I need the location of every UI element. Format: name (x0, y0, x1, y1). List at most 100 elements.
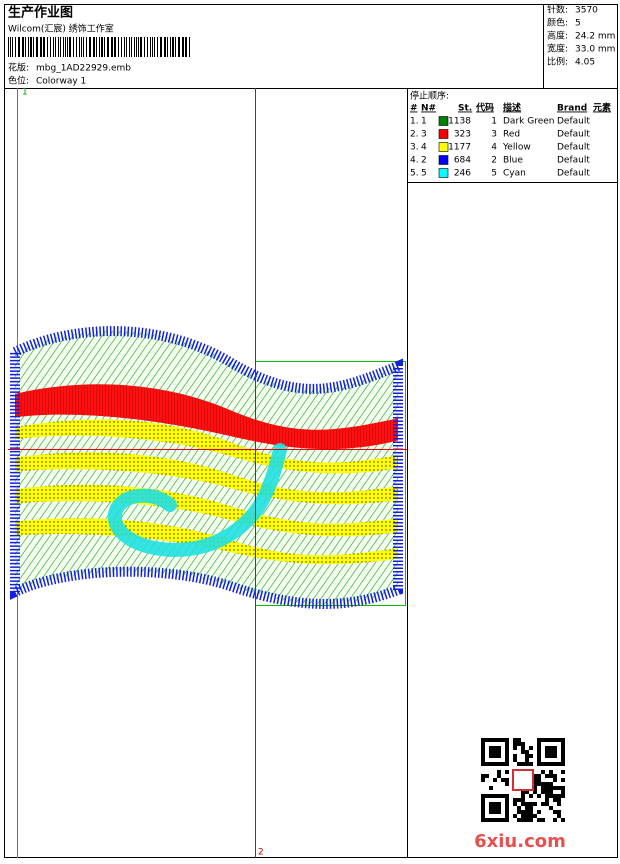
qr-cell (537, 810, 541, 814)
qr-cell (545, 802, 549, 806)
barcode-bar (18, 37, 20, 57)
qr-cell (533, 782, 537, 786)
stat-label: 针数: (547, 4, 568, 16)
qr-cell (545, 786, 549, 790)
qr-cell (541, 818, 545, 822)
qr-cell (553, 794, 557, 798)
qr-cell (493, 750, 497, 754)
barcode-bar (8, 37, 9, 57)
qr-cell (505, 762, 509, 766)
qr-cell (525, 810, 529, 814)
qr-cell (557, 802, 561, 806)
stat-value: 24.2 mm (575, 32, 615, 42)
stop: 2. (410, 130, 419, 140)
qr-cell (505, 770, 509, 774)
qr-cell (521, 762, 525, 766)
barcode-bar (121, 37, 122, 57)
qr-cell (497, 754, 501, 758)
qr-cell (501, 794, 505, 798)
barcode-bar (79, 37, 80, 57)
marker-label: 1 (22, 88, 28, 98)
qr-cell (493, 746, 497, 750)
qr-cell (493, 806, 497, 810)
barcode-bar (89, 37, 91, 57)
qr-cell (481, 814, 485, 818)
qr-cell (485, 818, 489, 822)
barcode-bar (25, 37, 26, 57)
qr-cell (489, 762, 493, 766)
stat-label: 颜色: (547, 17, 568, 29)
qr-cell (553, 786, 557, 790)
qr-cell (485, 794, 489, 798)
qr-cell (505, 814, 509, 818)
qr-cell (525, 802, 529, 806)
qr-cell (489, 746, 493, 750)
title: 生产作业图 (8, 5, 73, 21)
qr-cell (505, 746, 509, 750)
qr-cell (529, 802, 533, 806)
qr-cell (481, 746, 485, 750)
stop: 1. (410, 117, 419, 127)
barcode-bar (83, 37, 84, 57)
qr-cell (553, 810, 557, 814)
needle: 4 (421, 143, 427, 153)
description: Cyan (503, 169, 526, 179)
qr-cell (557, 786, 561, 790)
qr-cell (517, 738, 521, 742)
qr-cell (501, 738, 505, 742)
stop: 5. (410, 169, 419, 179)
barcode-bar (107, 37, 109, 57)
qr-cell (497, 806, 501, 810)
qr-cell (541, 790, 545, 794)
column-header: St. (458, 104, 472, 114)
qr-cell (549, 782, 553, 786)
qr-cell (537, 746, 541, 750)
qr-cell (537, 758, 541, 762)
qr-cell (497, 750, 501, 754)
brand: Default (557, 156, 590, 166)
code: 3 (491, 130, 497, 140)
qr-cell (481, 774, 485, 778)
barcode-bar (172, 37, 174, 57)
barcode-bar (182, 37, 184, 57)
barcode-bar (36, 37, 38, 57)
qr-cell (537, 818, 541, 822)
barcode-bar (93, 37, 95, 57)
qr-cell (485, 774, 489, 778)
brand: Default (557, 117, 590, 127)
qr-cell (493, 754, 497, 758)
barcode-bar (73, 37, 74, 57)
barcode-bar (50, 37, 51, 57)
qr-code (479, 736, 567, 824)
qr-cell (561, 778, 565, 782)
qr-cell (545, 754, 549, 758)
qr-cell (553, 762, 557, 766)
stat-label: 比例: (547, 56, 568, 68)
qr-cell (561, 738, 565, 742)
qr-cell (561, 786, 565, 790)
qr-cell (537, 754, 541, 758)
stitches: 323 (454, 130, 471, 140)
barcode-bar (157, 37, 158, 57)
qr-cell (533, 774, 537, 778)
barcode-bar (164, 37, 166, 57)
stats: 针数: 3570 颜色: 5 高度: 24.2 mm 宽度: 33.0 mm 比例: 4.05 (547, 4, 615, 68)
stitches: 1138 (448, 117, 471, 127)
qr-cell (489, 810, 493, 814)
barcode-bar (28, 37, 29, 57)
qr-cell (517, 806, 521, 810)
barcode-bar (60, 37, 61, 57)
barcode-bar (40, 37, 42, 57)
barcode-bar (124, 37, 125, 57)
barcode-bar (114, 37, 116, 57)
barcode-bar (118, 37, 119, 57)
qr-cell (529, 762, 533, 766)
qr-cell (553, 818, 557, 822)
qr-cell (533, 778, 537, 782)
qr-cell (537, 794, 541, 798)
qr-cell (537, 774, 541, 778)
column-header: # (410, 104, 418, 114)
qr-cell (557, 810, 561, 814)
sequence-title: 停止顺序: (410, 90, 449, 102)
